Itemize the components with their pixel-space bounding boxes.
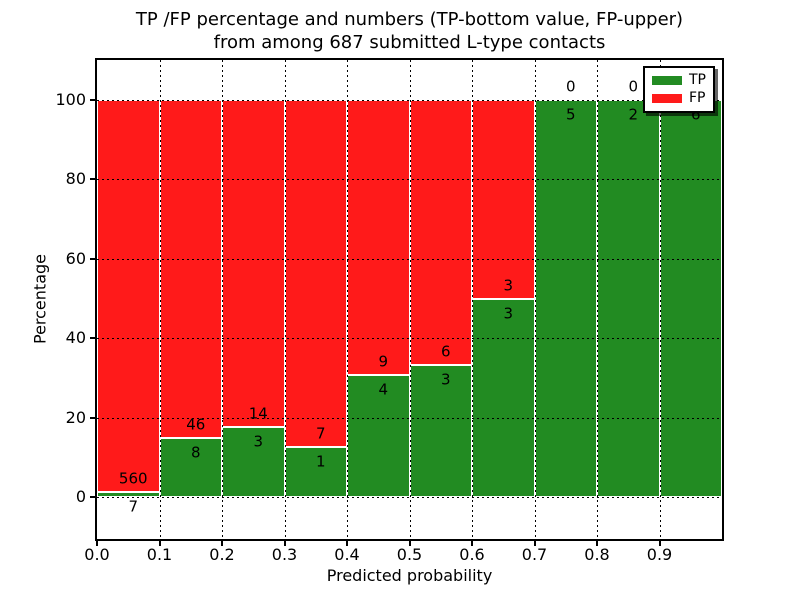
legend-row: TP <box>652 72 706 88</box>
gridline-horizontal <box>97 338 722 339</box>
x-tick-label: 0.4 <box>334 545 360 564</box>
legend-swatch-tp-icon <box>652 76 682 85</box>
legend-swatch-fp-icon <box>652 94 682 103</box>
legend-label: TP <box>689 72 706 88</box>
y-tick-mark <box>90 416 95 419</box>
tp-count-label: 8 <box>190 443 201 462</box>
y-tick-label: 40 <box>65 328 86 348</box>
x-tick-label: 0.5 <box>396 545 423 564</box>
bar-tp-segment <box>347 374 410 497</box>
x-tick-mark <box>596 541 598 546</box>
tp-count-label: 4 <box>378 380 389 399</box>
tp-count-label: 3 <box>440 370 451 389</box>
x-tick-mark <box>96 541 98 546</box>
gridline-vertical <box>660 60 661 539</box>
fp-count-label: 560 <box>118 469 148 488</box>
fp-count-label: 3 <box>503 276 514 294</box>
bar-tp-segment <box>535 100 597 497</box>
gridline-horizontal <box>97 100 722 101</box>
x-tick-mark <box>408 541 411 546</box>
legend: TP FP <box>643 66 715 113</box>
bar-fp-segment <box>472 100 535 299</box>
y-tick-label: 0 <box>75 487 86 506</box>
legend-label: FP <box>689 90 706 106</box>
fp-count-label: 0 <box>628 77 639 96</box>
x-tick-label: 0.9 <box>646 545 673 564</box>
bar-fp-segment <box>160 100 222 439</box>
x-axis-label: Predicted probability <box>326 566 493 585</box>
chart-title: TP /FP percentage and numbers (TP-bottom… <box>97 8 722 54</box>
gridline-vertical <box>597 60 598 539</box>
y-tick-label: 20 <box>65 407 86 427</box>
y-tick-mark <box>90 257 95 260</box>
bar-fp-segment <box>285 100 347 448</box>
tp-count-label: 5 <box>565 105 576 124</box>
x-tick-mark <box>221 541 223 546</box>
bar-tp-segment <box>660 100 722 497</box>
bar-fp-segment <box>222 100 285 427</box>
y-tick-mark <box>90 99 95 101</box>
y-tick-label: 100 <box>55 90 86 109</box>
x-tick-mark <box>533 541 536 546</box>
tp-count-label: 2 <box>628 105 639 124</box>
gridline-horizontal <box>97 497 722 498</box>
gridline-vertical <box>160 60 161 539</box>
bar-tp-segment <box>597 100 660 497</box>
fp-count-label: 0 <box>565 77 576 96</box>
x-tick-label: 0.2 <box>209 545 235 564</box>
x-tick-label: 0.3 <box>271 545 298 564</box>
bar-fp-segment <box>97 100 160 493</box>
fp-count-label: 9 <box>378 352 389 371</box>
gridline-horizontal <box>97 418 722 419</box>
chart-title-line2: from among 687 submitted L-type contacts <box>213 32 606 53</box>
x-tick-mark <box>283 541 286 546</box>
fp-count-label: 6 <box>440 342 451 361</box>
y-tick-label: 60 <box>65 248 86 268</box>
y-tick-mark <box>90 337 95 340</box>
tp-count-label: 7 <box>128 497 139 516</box>
bar-fp-segment <box>410 100 472 365</box>
legend-row: FP <box>652 90 706 106</box>
bar-tp-segment <box>472 298 535 497</box>
gridline-horizontal <box>97 179 722 180</box>
x-tick-label: 0.6 <box>459 545 485 564</box>
gridline-vertical <box>410 60 411 539</box>
tp-count-label: 1 <box>315 452 326 471</box>
gridline-vertical <box>472 60 473 539</box>
bar-tp-segment <box>285 447 347 497</box>
bar-fp-segment <box>347 100 410 375</box>
bar-tp-segment <box>97 492 160 497</box>
y-tick-mark <box>90 178 95 181</box>
x-tick-mark <box>158 541 161 546</box>
x-tick-mark <box>658 541 661 546</box>
y-tick-mark <box>90 496 95 498</box>
plot-area: 560746814371946333050206 <box>95 58 724 541</box>
x-tick-mark <box>346 541 348 546</box>
x-tick-label: 0.8 <box>584 545 610 564</box>
fp-count-label: 7 <box>315 424 326 443</box>
gridline-vertical <box>535 60 536 539</box>
gridline-vertical <box>347 60 348 539</box>
y-tick-label: 80 <box>65 169 86 189</box>
x-tick-label: 0.7 <box>521 545 548 564</box>
fp-count-label: 46 <box>186 415 206 434</box>
chart-title-line1: TP /FP percentage and numbers (TP-bottom… <box>135 9 684 30</box>
gridline-horizontal <box>97 259 722 260</box>
tp-count-label: 3 <box>503 304 514 322</box>
gridline-vertical <box>285 60 286 539</box>
x-tick-mark <box>471 541 473 546</box>
gridline-vertical <box>222 60 223 539</box>
tp-count-label: 6 <box>690 105 701 124</box>
x-tick-label: 0.0 <box>84 545 110 564</box>
x-tick-label: 0.1 <box>146 545 173 564</box>
tp-count-label: 3 <box>253 432 264 451</box>
bar-tp-segment <box>160 438 222 497</box>
fp-count-label: 14 <box>248 404 268 423</box>
